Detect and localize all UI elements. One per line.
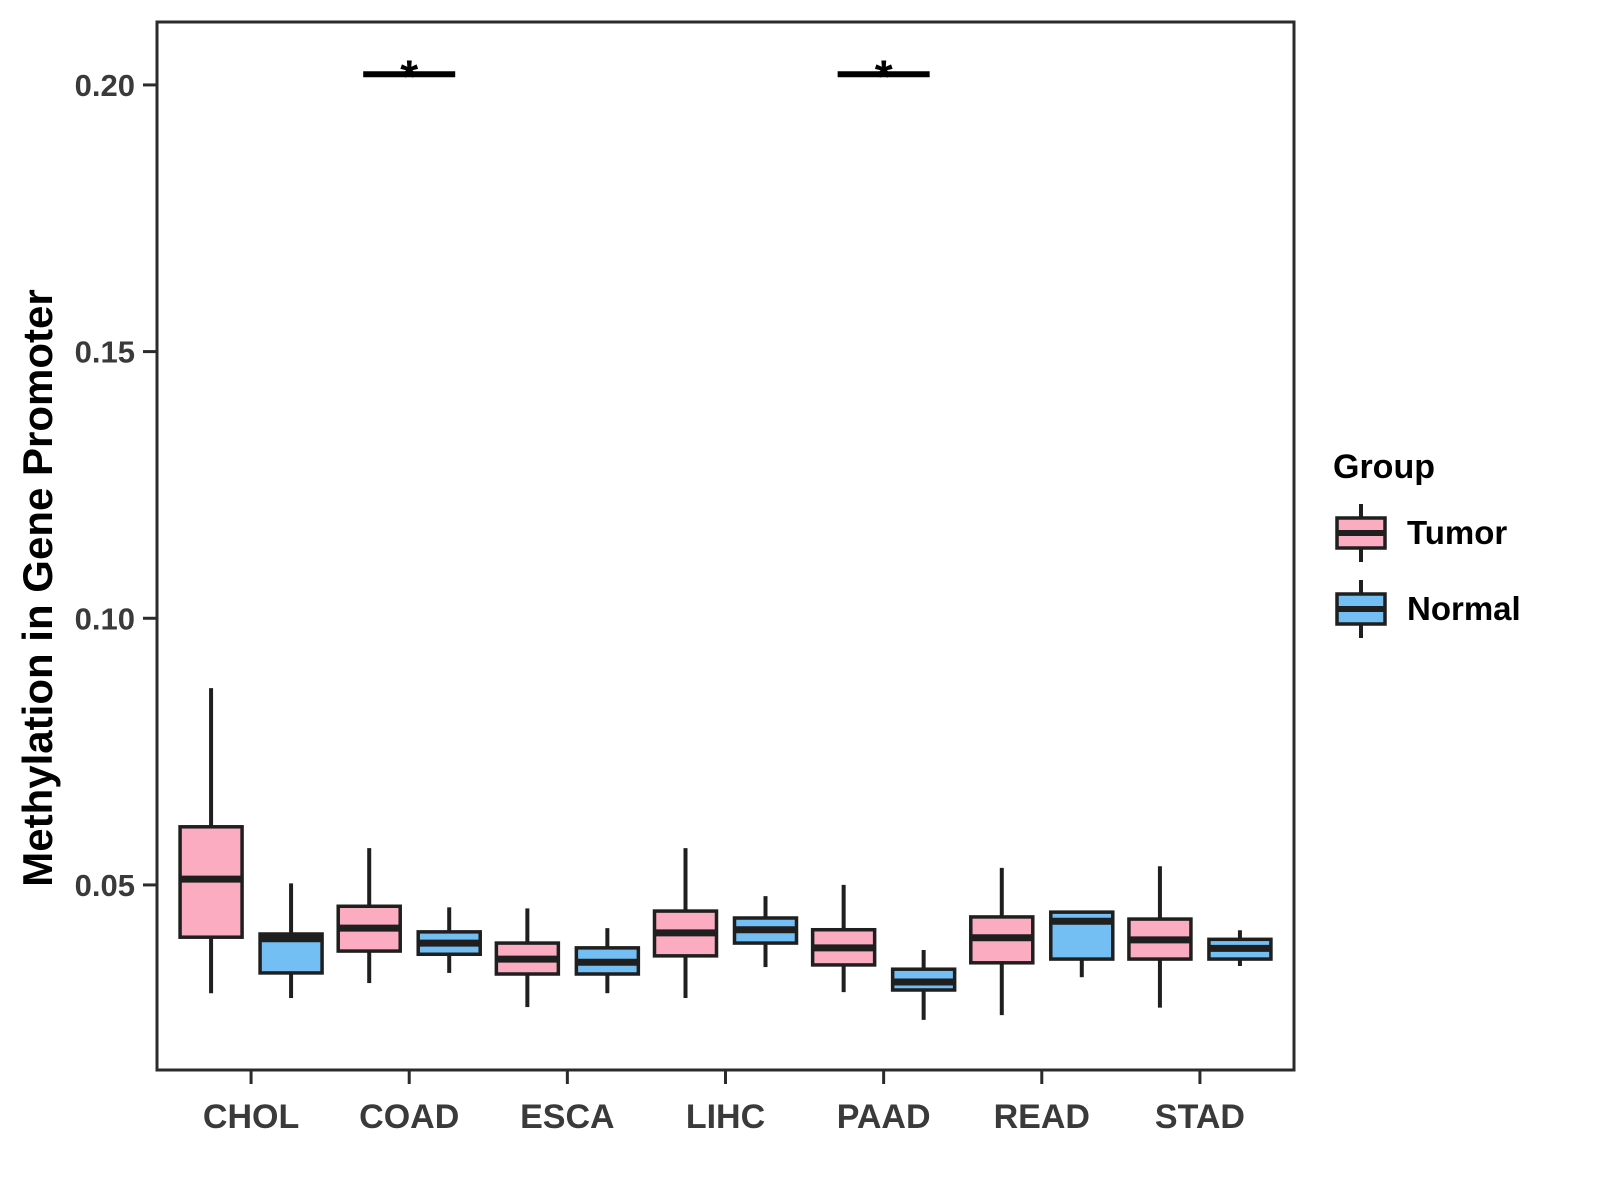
x-tick-label-paad: PAAD bbox=[837, 1098, 931, 1136]
significance-star: * bbox=[875, 50, 893, 102]
y-tick-label: 0.20 bbox=[75, 68, 135, 103]
box-chol-tumor bbox=[178, 688, 244, 994]
box-esca-normal bbox=[574, 928, 641, 994]
box-read-tumor bbox=[969, 867, 1035, 1016]
legend-title: Group bbox=[1333, 448, 1435, 486]
box-esca-tumor bbox=[494, 908, 561, 1008]
box-paad-normal bbox=[890, 950, 957, 1020]
box-stad-normal bbox=[1207, 930, 1273, 966]
box-lihc-tumor bbox=[652, 848, 719, 998]
significance-coad: * bbox=[363, 50, 456, 102]
legend-label-tumor: Tumor bbox=[1407, 514, 1508, 551]
legend-boxplot-glyph-tumor bbox=[1335, 504, 1387, 562]
significance-paad: * bbox=[837, 50, 930, 102]
x-tick-label-read: READ bbox=[994, 1098, 1090, 1136]
x-tick-label-coad: COAD bbox=[359, 1098, 459, 1136]
x-tick-label-esca: ESCA bbox=[520, 1098, 614, 1136]
box-lihc-normal bbox=[732, 896, 799, 968]
legend-entry-normal: Normal bbox=[1333, 579, 1521, 639]
box-chol-normal bbox=[258, 883, 324, 998]
legend-entries: Tumor Normal bbox=[1333, 503, 1521, 639]
y-tick-label: 0.10 bbox=[75, 601, 135, 636]
legend-entry-tumor: Tumor bbox=[1333, 503, 1521, 563]
y-axis-title: Methylation in Gene Promoter bbox=[14, 289, 61, 887]
significance-star: * bbox=[400, 50, 418, 102]
x-tick-label-stad: STAD bbox=[1155, 1098, 1245, 1136]
y-tick-label: 0.15 bbox=[75, 335, 135, 370]
box-coad-normal bbox=[416, 907, 482, 973]
legend-label-normal: Normal bbox=[1407, 590, 1521, 627]
box-paad-tumor bbox=[810, 884, 877, 993]
legend: Group Tumor Normal bbox=[1333, 448, 1521, 639]
x-tick-label-chol: CHOL bbox=[203, 1098, 299, 1136]
y-tick-label: 0.05 bbox=[75, 868, 135, 903]
box-read-normal bbox=[1049, 910, 1115, 978]
x-tick-label-lihc: LIHC bbox=[686, 1098, 765, 1136]
panel-border bbox=[155, 20, 1296, 1072]
box-stad-tumor bbox=[1127, 866, 1193, 1008]
box-coad-tumor bbox=[336, 848, 402, 984]
legend-boxplot-glyph-normal bbox=[1335, 580, 1387, 638]
